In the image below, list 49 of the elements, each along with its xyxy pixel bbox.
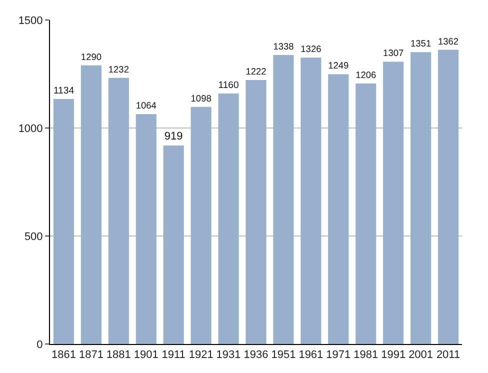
data-label: 1362 [438, 36, 459, 46]
data-label: 1326 [300, 44, 322, 54]
x-tick-label: 1911 [162, 349, 186, 362]
data-label: 1338 [273, 41, 294, 52]
bar [190, 106, 212, 344]
data-label: 1134 [53, 85, 75, 96]
x-tick-label: 1881 [106, 349, 131, 362]
bar [80, 65, 102, 344]
y-tick-label: 500 [24, 230, 43, 243]
bar [218, 93, 239, 344]
data-label: 1307 [383, 48, 404, 58]
bar [410, 52, 432, 344]
bar [273, 54, 294, 344]
data-label: 1290 [80, 52, 102, 62]
bar [108, 78, 129, 344]
bar [438, 50, 459, 344]
x-tick-label: 1861 [51, 349, 76, 362]
bar [246, 80, 266, 344]
data-label: 1232 [108, 64, 129, 74]
y-tick-label: 0 [36, 338, 43, 351]
x-tick-label: 1921 [188, 349, 214, 362]
x-tick-label: 1961 [298, 349, 324, 362]
x-tick-label: 1931 [216, 349, 241, 362]
y-tick-label: 1000 [18, 122, 43, 135]
x-tick-label: 1871 [78, 349, 104, 362]
bar [356, 84, 376, 344]
x-tick-label: 1981 [354, 349, 378, 362]
y-tick-label: 1500 [18, 14, 43, 27]
x-tick-label: 1936 [244, 349, 268, 362]
x-tick-label: 1991 [381, 349, 406, 362]
data-label: 1098 [190, 93, 212, 104]
x-tick-label: 2001 [408, 349, 434, 362]
bar [53, 99, 74, 344]
x-tick-label: 1951 [271, 349, 296, 362]
data-label: 1064 [136, 100, 156, 111]
data-label: 919 [164, 130, 183, 142]
x-tick-label: 1971 [326, 349, 351, 362]
data-label: 1249 [328, 60, 349, 71]
data-label: 1160 [218, 80, 239, 91]
bar [300, 58, 322, 344]
bar [136, 114, 156, 344]
data-label: 1206 [356, 70, 376, 80]
x-tick-label: 2011 [436, 349, 460, 362]
bar [383, 62, 404, 344]
bar [328, 74, 349, 344]
data-label: 1351 [410, 38, 432, 49]
x-tick-label: 1901 [134, 349, 158, 362]
data-label: 1222 [246, 66, 266, 77]
bar [163, 146, 184, 344]
